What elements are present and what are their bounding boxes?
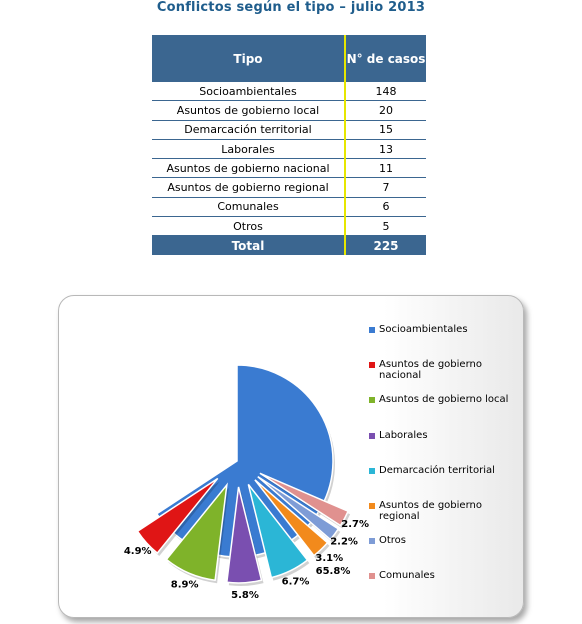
pie-slice xyxy=(254,479,329,557)
pie-data-label: 8.9% xyxy=(171,579,199,590)
pie-data-label: 4.9% xyxy=(124,546,152,557)
table-row: Laborales 13 xyxy=(152,139,426,160)
row-tipo: Comunales xyxy=(152,197,346,218)
row-casos: 13 xyxy=(345,139,426,160)
pie-data-label: 6.7% xyxy=(282,577,310,588)
row-tipo: Socioambientales xyxy=(152,82,346,102)
legend-label: Laborales xyxy=(379,429,428,441)
table-row: Asuntos de gobierno regional 7 xyxy=(152,177,426,198)
legend-item: Otros xyxy=(369,535,519,570)
legend-label: Asuntos de gobierno nacional xyxy=(379,359,482,382)
legend-swatch xyxy=(369,538,375,545)
pie-data-label: 2.2% xyxy=(330,537,358,548)
row-casos: 148 xyxy=(345,82,426,102)
table-row: Asuntos de gobierno nacional 11 xyxy=(152,158,426,179)
row-casos: 5 xyxy=(345,216,426,237)
legend-item: Comunales xyxy=(369,570,519,605)
legend-item: Socioambientales xyxy=(369,324,519,359)
row-casos: 7 xyxy=(345,177,426,198)
total-label: Total xyxy=(152,235,346,256)
cases-table: Tipo N° de casos Socioambientales 148 As… xyxy=(152,35,426,256)
page-title: Conflictos según el tipo – julio 2013 xyxy=(156,0,426,15)
pie-data-label: 5.8% xyxy=(231,590,259,601)
pie-slice xyxy=(259,472,350,527)
legend-label: Socioambientales xyxy=(379,324,468,335)
table-row: Comunales 6 xyxy=(152,197,426,218)
table-row: Socioambientales 148 xyxy=(152,82,426,102)
legend-swatch xyxy=(369,467,375,474)
pie-slice xyxy=(247,483,309,579)
pie-data-label: 65.8% xyxy=(316,566,351,577)
legend-swatch xyxy=(369,362,375,369)
legend-swatch xyxy=(369,432,375,439)
legend-item: Asuntos de gobierno local xyxy=(369,394,519,429)
row-casos: 11 xyxy=(345,158,426,179)
pie-slice xyxy=(257,476,340,541)
legend-label: Comunales xyxy=(379,570,435,582)
legend-swatch xyxy=(369,327,375,333)
legend-item: Asuntos de gobierno regional xyxy=(369,500,519,535)
table-header-row: Tipo N° de casos xyxy=(152,35,426,82)
row-casos: 6 xyxy=(345,197,426,218)
row-tipo: Asuntos de gobierno nacional xyxy=(152,158,346,179)
legend-item: Laborales xyxy=(369,430,519,465)
legend-swatch xyxy=(369,502,375,509)
pie-chart: 65.8% 4.9% 8.9% 5.8% 6.7% 3.1% 2.2% 2.7% xyxy=(124,364,369,601)
row-casos: 20 xyxy=(345,100,426,121)
table-row: Otros 5 xyxy=(152,216,426,237)
row-tipo: Otros xyxy=(152,216,346,237)
pie-slice xyxy=(136,477,219,555)
row-casos: 15 xyxy=(345,120,426,140)
header-tipo: Tipo xyxy=(152,35,346,82)
row-tipo: Asuntos de gobierno regional xyxy=(152,177,346,198)
pie-slice xyxy=(165,482,228,582)
legend-item: Asuntos de gobierno nacional xyxy=(369,359,519,394)
header-casos: N° de casos xyxy=(345,35,426,82)
row-tipo: Asuntos de gobierno local xyxy=(152,100,346,121)
legend-swatch xyxy=(369,397,375,404)
total-value: 225 xyxy=(345,235,426,256)
legend-swatch xyxy=(369,573,375,580)
table-row: Asuntos de gobierno local 20 xyxy=(152,100,426,121)
legend-label: Asuntos de gobierno regional xyxy=(379,499,482,522)
legend-label: Otros xyxy=(379,535,407,547)
row-tipo: Demarcación territorial xyxy=(152,120,346,140)
pie-data-label: 2.7% xyxy=(341,519,369,530)
legend-label: Asuntos de gobierno local xyxy=(379,394,509,406)
table-row: Demarcación territorial 15 xyxy=(152,120,426,140)
row-tipo: Laborales xyxy=(152,139,346,160)
chart-legend: Socioambientales Asuntos de gobierno naci… xyxy=(369,324,519,606)
pie-data-label: 3.1% xyxy=(315,553,343,564)
pie-slice xyxy=(225,486,263,584)
legend-item: Demarcación territorial xyxy=(369,465,519,500)
pie-chart-panel: 65.8% 4.9% 8.9% 5.8% 6.7% 3.1% 2.2% 2.7% Socioa… xyxy=(58,295,524,618)
legend-label: Demarcación territorial xyxy=(379,464,495,476)
total-row: Total 225 xyxy=(152,235,426,256)
